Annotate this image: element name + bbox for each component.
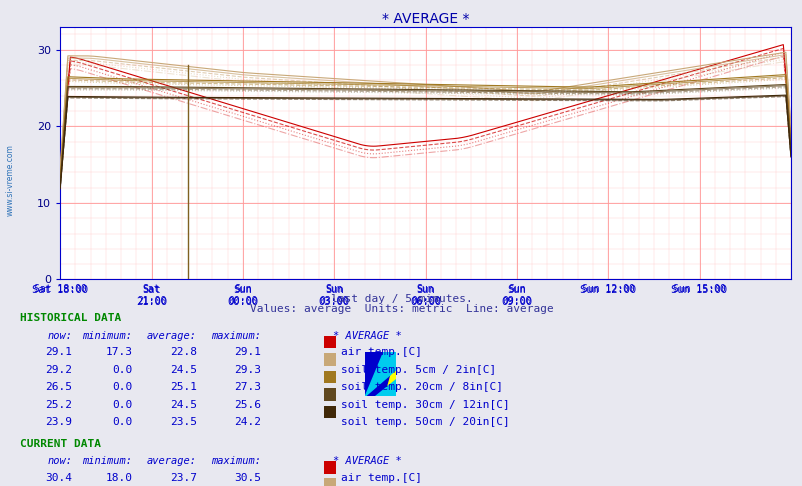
- Text: 30.4: 30.4: [45, 473, 72, 483]
- Text: Sat
21:00: Sat 21:00: [136, 284, 166, 306]
- Text: soil temp. 5cm / 2in[C]: soil temp. 5cm / 2in[C]: [341, 365, 496, 375]
- Text: Sun
06:00: Sun 06:00: [410, 285, 440, 307]
- Text: last day / 5 minutes.: last day / 5 minutes.: [330, 294, 472, 304]
- Text: 0.0: 0.0: [112, 400, 132, 410]
- Text: 24.5: 24.5: [169, 400, 196, 410]
- Text: average:: average:: [147, 456, 196, 467]
- Text: soil temp. 30cm / 12in[C]: soil temp. 30cm / 12in[C]: [341, 400, 509, 410]
- Text: 25.6: 25.6: [233, 400, 261, 410]
- Text: maximum:: maximum:: [211, 331, 261, 341]
- Text: now:: now:: [47, 331, 72, 341]
- Text: 0.0: 0.0: [112, 365, 132, 375]
- Text: Sat
21:00: Sat 21:00: [136, 285, 167, 307]
- Text: 25.2: 25.2: [45, 400, 72, 410]
- Text: air temp.[C]: air temp.[C]: [341, 347, 422, 358]
- Text: soil temp. 50cm / 20in[C]: soil temp. 50cm / 20in[C]: [341, 417, 509, 428]
- Title: * AVERAGE *: * AVERAGE *: [382, 12, 468, 26]
- Text: Sun
06:00: Sun 06:00: [411, 284, 439, 306]
- Text: www.si-vreme.com: www.si-vreme.com: [6, 144, 15, 216]
- Text: 23.5: 23.5: [169, 417, 196, 428]
- Text: 23.9: 23.9: [45, 417, 72, 428]
- Text: 24.2: 24.2: [233, 417, 261, 428]
- Text: soil temp. 20cm / 8in[C]: soil temp. 20cm / 8in[C]: [341, 382, 503, 393]
- Text: 24.5: 24.5: [169, 365, 196, 375]
- Text: now:: now:: [47, 456, 72, 467]
- Text: Sun
00:00: Sun 00:00: [228, 284, 257, 306]
- Text: air temp.[C]: air temp.[C]: [341, 473, 422, 483]
- Text: Sun
09:00: Sun 09:00: [501, 284, 531, 306]
- Text: 22.8: 22.8: [169, 347, 196, 358]
- Text: Sun
03:00: Sun 03:00: [319, 284, 349, 306]
- Polygon shape: [374, 379, 395, 396]
- Text: 23.7: 23.7: [169, 473, 196, 483]
- Text: 26.5: 26.5: [45, 382, 72, 393]
- Text: minimum:: minimum:: [83, 456, 132, 467]
- Text: 29.3: 29.3: [233, 365, 261, 375]
- Text: minimum:: minimum:: [83, 331, 132, 341]
- Text: Sat 18:00: Sat 18:00: [34, 284, 87, 295]
- Text: 29.2: 29.2: [45, 365, 72, 375]
- Text: 29.1: 29.1: [45, 347, 72, 358]
- Text: HISTORICAL DATA: HISTORICAL DATA: [20, 313, 121, 324]
- Text: 27.3: 27.3: [233, 382, 261, 393]
- Text: 30.5: 30.5: [233, 473, 261, 483]
- Text: 0.0: 0.0: [112, 382, 132, 393]
- Text: 18.0: 18.0: [105, 473, 132, 483]
- Text: average:: average:: [147, 331, 196, 341]
- Text: 25.1: 25.1: [169, 382, 196, 393]
- Text: 0.0: 0.0: [112, 417, 132, 428]
- Text: Sun 12:00: Sun 12:00: [581, 284, 634, 295]
- Text: Sun
00:00: Sun 00:00: [227, 285, 258, 307]
- Text: * AVERAGE *: * AVERAGE *: [333, 456, 402, 467]
- Text: CURRENT DATA: CURRENT DATA: [20, 439, 101, 449]
- Text: 29.1: 29.1: [233, 347, 261, 358]
- Text: Sun 15:00: Sun 15:00: [670, 285, 727, 295]
- Text: Values: average  Units: metric  Line: average: Values: average Units: metric Line: aver…: [249, 304, 553, 314]
- Text: maximum:: maximum:: [211, 456, 261, 467]
- Text: Sun 12:00: Sun 12:00: [579, 285, 636, 295]
- Text: 17.3: 17.3: [105, 347, 132, 358]
- Polygon shape: [365, 352, 395, 396]
- Text: * AVERAGE *: * AVERAGE *: [333, 331, 402, 341]
- Polygon shape: [365, 352, 395, 396]
- Text: Sat 18:00: Sat 18:00: [32, 285, 88, 295]
- Text: Sun
03:00: Sun 03:00: [318, 285, 350, 307]
- Text: Sun
09:00: Sun 09:00: [500, 285, 532, 307]
- Polygon shape: [365, 352, 395, 396]
- Text: Sun 15:00: Sun 15:00: [672, 284, 725, 295]
